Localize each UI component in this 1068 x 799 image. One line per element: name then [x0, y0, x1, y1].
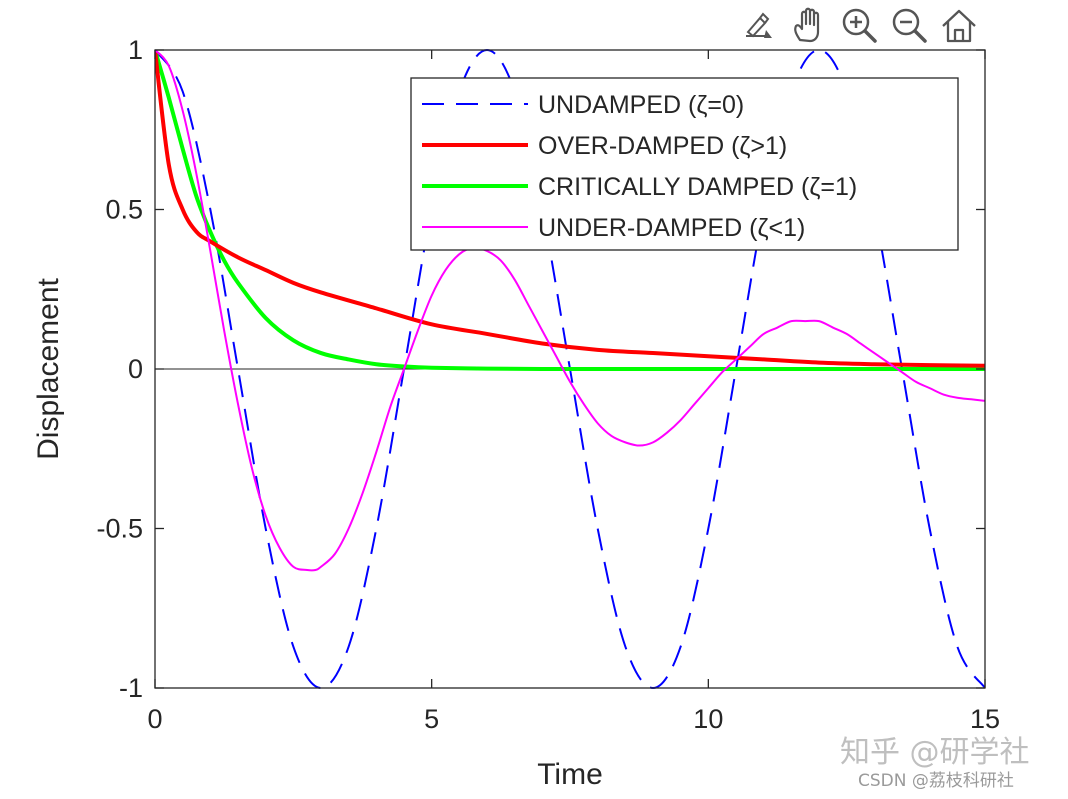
x-tick-label: 5 [424, 704, 439, 734]
axes-toolbar [740, 6, 978, 44]
home-icon[interactable] [940, 6, 978, 44]
y-tick-labels: -1 -0.5 0 0.5 1 [96, 35, 143, 703]
x-tick-label: 0 [147, 704, 162, 734]
brush-icon[interactable] [740, 8, 776, 44]
x-axis-label: Time [537, 758, 603, 791]
series-line-2 [155, 49, 985, 372]
x-tick-label: 10 [693, 704, 723, 734]
pan-hand-icon[interactable] [790, 6, 828, 44]
legend-entry-label: CRITICALLY DAMPED (ζ=1) [538, 173, 857, 201]
y-tick-label: 0 [128, 354, 143, 384]
zoom-in-icon[interactable] [840, 6, 878, 44]
legend: UNDAMPED (ζ=0) OVER-DAMPED (ζ>1) CRITICALL… [410, 77, 959, 251]
x-tick-labels: 0 5 10 15 [147, 704, 1000, 734]
watermark-zhihu: 知乎 @研学社 [840, 735, 1030, 770]
series-line-1 [155, 49, 985, 368]
y-tick-label: 0.5 [105, 195, 143, 225]
legend-entry-label: UNDER-DAMPED (ζ<1) [538, 214, 805, 242]
watermark-csdn: CSDN @荔枝科研社 [858, 771, 1014, 791]
series-line-3 [155, 49, 985, 572]
series-group [155, 49, 985, 689]
y-tick-label: -0.5 [96, 514, 143, 544]
x-tick-label: 15 [970, 704, 1000, 734]
y-axis-label: Displacement [32, 277, 65, 459]
zoom-out-icon[interactable] [890, 6, 928, 44]
legend-entry-label: UNDAMPED (ζ=0) [538, 91, 744, 119]
legend-entry-label: OVER-DAMPED (ζ>1) [538, 132, 787, 160]
legend-box [410, 77, 959, 251]
y-tick-label: 1 [128, 35, 143, 65]
axis-ticks [154, 49, 986, 689]
y-tick-label: -1 [119, 673, 143, 703]
